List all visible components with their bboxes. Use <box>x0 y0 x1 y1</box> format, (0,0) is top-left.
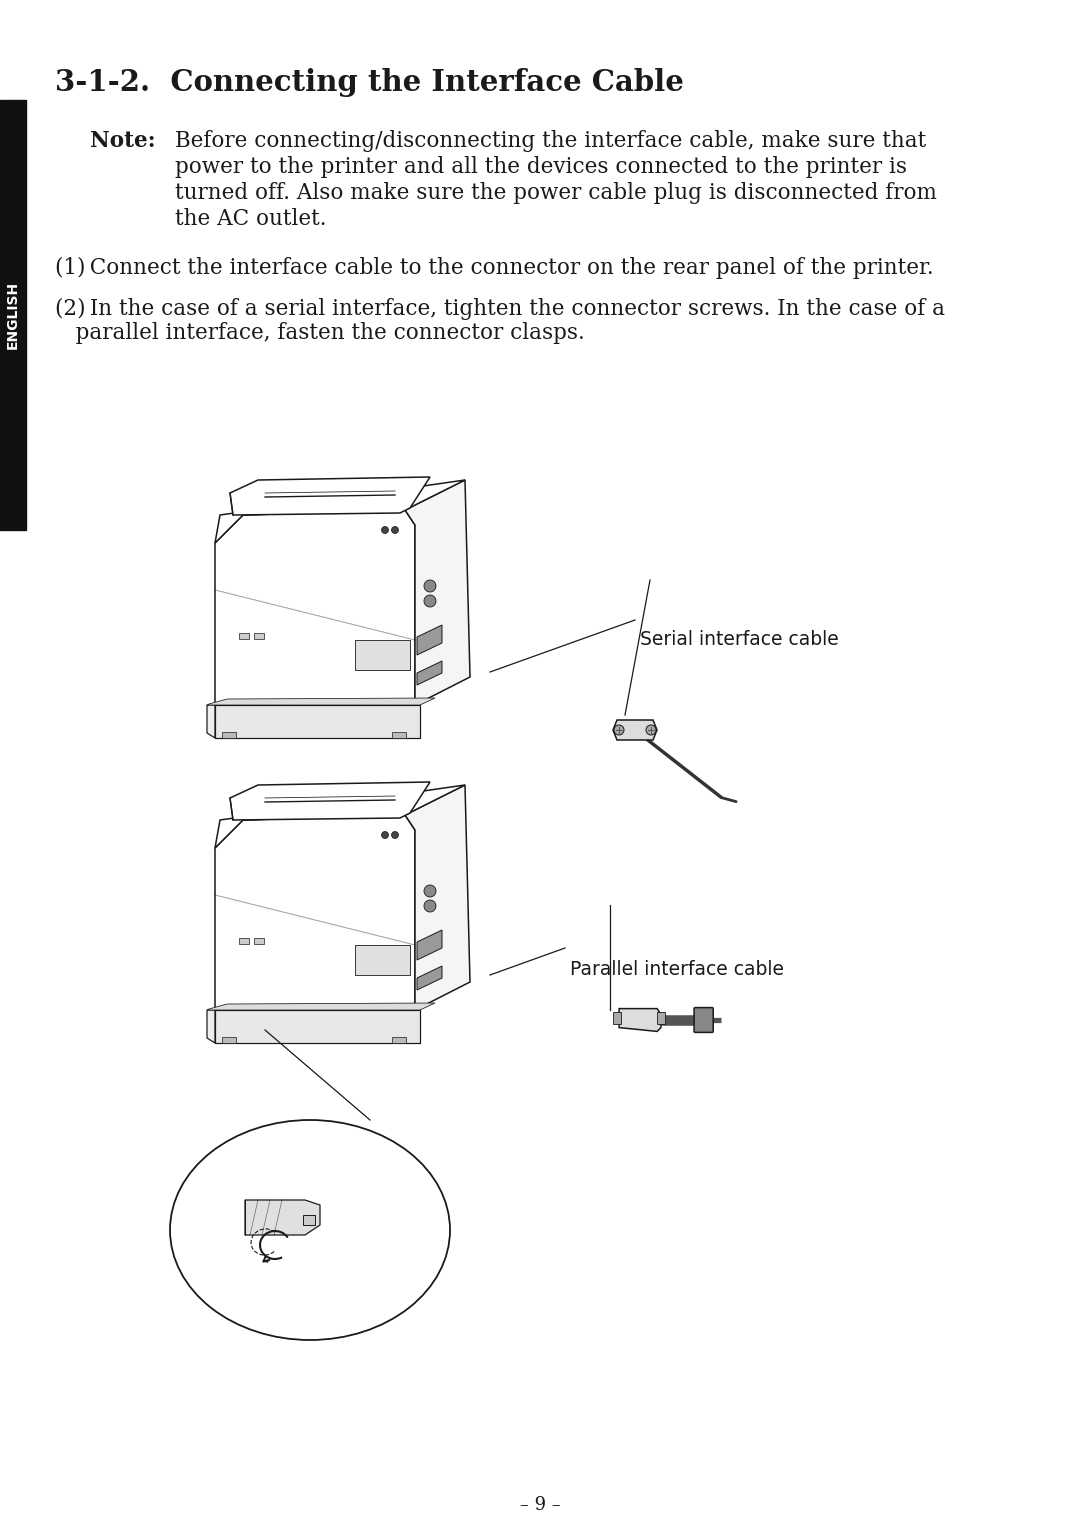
Polygon shape <box>215 784 465 849</box>
Text: ENGLISH: ENGLISH <box>6 281 21 349</box>
Circle shape <box>424 595 436 607</box>
Text: Before connecting/disconnecting the interface cable, make sure that: Before connecting/disconnecting the inte… <box>175 130 927 151</box>
Polygon shape <box>417 661 442 685</box>
Circle shape <box>381 526 389 534</box>
Polygon shape <box>215 511 415 705</box>
Polygon shape <box>207 1003 435 1011</box>
Text: (1) Connect the interface cable to the connector on the rear panel of the printe: (1) Connect the interface cable to the c… <box>55 257 933 280</box>
Polygon shape <box>417 625 442 654</box>
Polygon shape <box>230 477 430 515</box>
Text: parallel interface, fasten the connector clasps.: parallel interface, fasten the connector… <box>55 323 584 344</box>
Circle shape <box>391 526 399 534</box>
Bar <box>254 937 264 943</box>
Text: – 9 –: – 9 – <box>519 1495 561 1514</box>
Bar <box>392 1037 406 1043</box>
Text: Serial interface cable: Serial interface cable <box>640 630 839 648</box>
Polygon shape <box>215 815 415 1011</box>
Circle shape <box>424 901 436 911</box>
Polygon shape <box>207 1011 215 1043</box>
Polygon shape <box>619 1009 661 1032</box>
Text: Note:: Note: <box>90 130 156 151</box>
Polygon shape <box>613 720 657 740</box>
Text: the AC outlet.: the AC outlet. <box>175 208 326 229</box>
Bar <box>392 732 406 739</box>
Circle shape <box>424 579 436 592</box>
Polygon shape <box>405 480 470 705</box>
Text: power to the printer and all the devices connected to the printer is: power to the printer and all the devices… <box>175 156 907 177</box>
Circle shape <box>615 725 624 735</box>
Text: turned off. Also make sure the power cable plug is disconnected from: turned off. Also make sure the power cab… <box>175 182 936 203</box>
Polygon shape <box>215 1011 420 1043</box>
Circle shape <box>381 832 389 838</box>
Bar <box>222 1037 237 1043</box>
Polygon shape <box>613 1012 621 1024</box>
Text: Parallel interface cable: Parallel interface cable <box>570 960 784 979</box>
Polygon shape <box>245 1200 320 1235</box>
Text: (2) In the case of a serial interface, tighten the connector screws. In the case: (2) In the case of a serial interface, t… <box>55 298 945 320</box>
Polygon shape <box>417 966 442 989</box>
Polygon shape <box>207 705 215 739</box>
Bar <box>254 633 264 639</box>
Polygon shape <box>215 705 420 739</box>
Circle shape <box>424 885 436 898</box>
Polygon shape <box>215 480 465 543</box>
Polygon shape <box>405 784 470 1011</box>
Polygon shape <box>657 1012 664 1024</box>
Bar <box>303 1216 315 1225</box>
Polygon shape <box>355 945 410 976</box>
Circle shape <box>646 725 656 735</box>
Bar <box>222 732 237 739</box>
Bar <box>239 937 249 943</box>
Bar <box>0 99 26 531</box>
Text: 3-1-2.  Connecting the Interface Cable: 3-1-2. Connecting the Interface Cable <box>55 67 684 96</box>
FancyBboxPatch shape <box>694 1008 713 1032</box>
Polygon shape <box>417 930 442 960</box>
Bar <box>239 633 249 639</box>
Circle shape <box>391 832 399 838</box>
Polygon shape <box>355 641 410 670</box>
Polygon shape <box>207 699 435 705</box>
Polygon shape <box>230 781 430 820</box>
